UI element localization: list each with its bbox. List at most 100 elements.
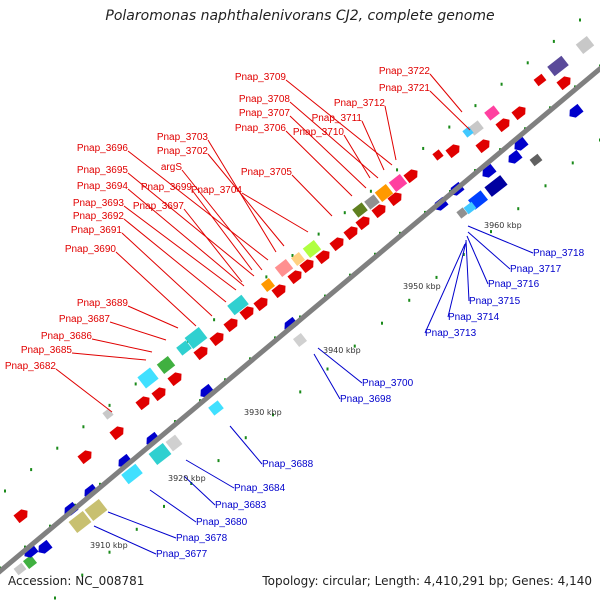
gene-block bbox=[484, 105, 500, 121]
gene-labels: Pnap_3722 Pnap_3721 Pnap_3709 Pnap_3708 Pnap… bbox=[5, 66, 585, 560]
gene-arrow bbox=[109, 426, 124, 441]
leader-line bbox=[289, 101, 379, 179]
topology-text: Topology: circular; Length: 4,410,291 bp… bbox=[262, 574, 592, 588]
tick-dot bbox=[134, 382, 137, 386]
gene-block bbox=[121, 463, 143, 485]
gene-block bbox=[302, 239, 322, 259]
leader-line bbox=[447, 241, 467, 318]
gene-block bbox=[463, 201, 477, 215]
tick-dot bbox=[291, 254, 294, 257]
gene-arrow bbox=[209, 332, 224, 347]
tick-dot bbox=[343, 211, 346, 215]
label-leaders bbox=[55, 73, 534, 555]
gene-label-forward: Pnap_3721 bbox=[379, 83, 431, 94]
gene-label-forward: Pnap_3699 bbox=[141, 182, 193, 193]
gene-arrow bbox=[445, 144, 460, 159]
gene-label-reverse: Pnap_3713 bbox=[425, 328, 477, 339]
tick-dot bbox=[571, 161, 574, 165]
gene-block bbox=[274, 258, 294, 278]
gene-label-forward: Pnap_3692 bbox=[73, 211, 125, 222]
leader-line bbox=[127, 188, 245, 287]
tick-dot bbox=[299, 390, 302, 394]
gene-block bbox=[575, 35, 595, 55]
leader-line bbox=[289, 115, 367, 189]
tick-label: 3950 kbp bbox=[403, 282, 441, 291]
tick-dot bbox=[326, 367, 329, 371]
tick-dot bbox=[56, 446, 59, 450]
gene-arrow bbox=[193, 346, 208, 361]
gene-label-forward: Pnap_3706 bbox=[235, 123, 287, 134]
leader-line bbox=[465, 239, 470, 302]
leader-line bbox=[313, 353, 341, 400]
leader-line bbox=[467, 231, 511, 270]
tick-dot bbox=[317, 232, 320, 236]
leader-line bbox=[343, 134, 371, 179]
leader-line bbox=[183, 475, 216, 506]
gene-block bbox=[290, 251, 306, 267]
tick-dot bbox=[369, 189, 372, 193]
leader-line bbox=[191, 189, 253, 271]
leader-line bbox=[71, 352, 147, 361]
gene-block bbox=[462, 126, 474, 138]
leader-line bbox=[229, 425, 263, 465]
gene-arrow bbox=[556, 76, 571, 91]
gene-arrow bbox=[167, 372, 182, 387]
gene-block bbox=[529, 153, 543, 167]
leader-line bbox=[123, 218, 227, 303]
gene-arrow bbox=[77, 450, 92, 465]
gene-block bbox=[13, 562, 27, 576]
tick-labels: 3910 kbp 3920 kbp 3930 kbp 3940 kbp 3950 kbp… bbox=[90, 221, 522, 550]
tick-label: 3940 kbp bbox=[323, 346, 361, 355]
leader-line bbox=[429, 90, 471, 131]
gene-block bbox=[374, 183, 394, 203]
gene-label-reverse: Pnap_3680 bbox=[196, 517, 248, 528]
gene-label-reverse: Pnap_3716 bbox=[488, 279, 540, 290]
gene-block bbox=[352, 202, 368, 218]
gene-label-forward: Pnap_3682 bbox=[5, 361, 57, 372]
gene-label-forward: Pnap_3685 bbox=[21, 345, 73, 356]
gene-arrow bbox=[287, 270, 302, 285]
gene-label-forward: Pnap_3690 bbox=[65, 244, 117, 255]
gene-arrow bbox=[371, 204, 386, 219]
tick-dot bbox=[265, 275, 268, 279]
map-title: Polaromonas naphthalenivorans CJ2, compl… bbox=[105, 8, 495, 24]
tick-dot bbox=[190, 482, 193, 485]
gene-block bbox=[176, 340, 192, 356]
tick-dot bbox=[4, 489, 6, 493]
gene-arrow bbox=[343, 226, 358, 241]
tick-dot bbox=[54, 596, 56, 600]
gene-arrow bbox=[482, 163, 497, 178]
leader-line bbox=[384, 105, 397, 161]
tick-label: 3960 kbp bbox=[484, 221, 522, 230]
gene-label-forward: Pnap_3697 bbox=[133, 201, 185, 212]
gene-label-forward: Pnap_3704 bbox=[191, 185, 243, 196]
tick-dot bbox=[272, 413, 274, 417]
gene-block bbox=[208, 400, 224, 416]
gene-label-forward: Pnap_3722 bbox=[379, 66, 431, 77]
gene-arrow bbox=[315, 250, 330, 265]
leader-line bbox=[241, 192, 309, 233]
leader-line bbox=[207, 153, 285, 247]
gene-label-forward: Pnap_3691 bbox=[71, 225, 123, 236]
leader-line bbox=[285, 79, 393, 166]
leader-line bbox=[361, 120, 385, 171]
gene-arrow bbox=[403, 169, 418, 184]
leader-line bbox=[285, 130, 353, 197]
gene-block bbox=[547, 55, 569, 77]
leader-line bbox=[109, 321, 167, 341]
gene-arrow bbox=[355, 216, 370, 231]
leader-line bbox=[93, 525, 157, 555]
gene-arrow bbox=[495, 118, 510, 133]
gene-label-forward: Pnap_3686 bbox=[41, 331, 93, 342]
gene-label-forward: Pnap_3703 bbox=[157, 132, 209, 143]
gene-label-reverse: Pnap_3688 bbox=[262, 459, 314, 470]
gene-arrow bbox=[299, 259, 314, 274]
leader-line bbox=[127, 172, 255, 277]
gene-block bbox=[484, 175, 508, 197]
tick-dot bbox=[474, 104, 477, 108]
gene-block bbox=[456, 207, 468, 219]
tick-dot bbox=[552, 39, 555, 43]
gene-label-forward: Pnap_3702 bbox=[157, 146, 209, 157]
tick-label: 3930 kbp bbox=[244, 408, 282, 417]
leader-line bbox=[127, 150, 269, 261]
